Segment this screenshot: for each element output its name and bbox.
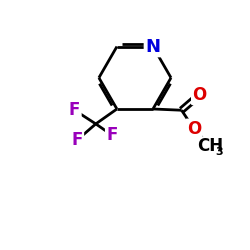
Text: O: O <box>187 120 201 138</box>
Text: F: F <box>72 131 83 149</box>
Text: N: N <box>146 38 160 56</box>
Text: CH: CH <box>197 137 223 155</box>
Text: F: F <box>69 101 80 119</box>
Text: 3: 3 <box>216 147 224 157</box>
Text: O: O <box>192 86 206 104</box>
Text: F: F <box>106 126 118 144</box>
